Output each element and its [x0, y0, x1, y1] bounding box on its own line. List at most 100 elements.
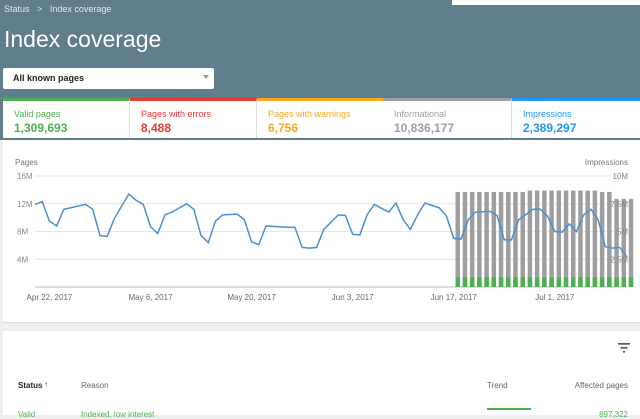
bar-pages [520, 191, 525, 287]
x-tick-label: Apr 22, 2017 [27, 293, 73, 302]
card-value: 6,756 [268, 121, 299, 135]
bar-pages [628, 198, 634, 287]
left-axis-label: Pages [15, 158, 38, 167]
right-tick-label: 2.5M [610, 255, 628, 264]
bar-pages [571, 190, 576, 287]
bar-valid-pages [549, 277, 554, 287]
bar-valid-pages [592, 277, 598, 287]
summary-cards: Valid pages 1,309,693 Pages with errors 8,… [3, 98, 640, 138]
bar-valid-pages [556, 277, 562, 287]
card-value: 10,836,177 [394, 121, 455, 135]
page-title: Index coverage [4, 26, 162, 52]
arrow-up-icon[interactable]: ↑ [44, 380, 48, 389]
bar-valid-pages [571, 277, 576, 287]
bar-pages [607, 191, 612, 287]
filter-icon[interactable] [618, 343, 630, 353]
bar-valid-pages [484, 277, 489, 287]
column-reason[interactable]: Reason [81, 381, 109, 390]
right-tick-label: 10M [612, 172, 628, 181]
bar-pages [599, 191, 605, 287]
bar-valid-pages [599, 277, 605, 287]
card-warnings[interactable]: Pages with warnings 6,756 [257, 98, 383, 138]
bar-valid-pages [469, 277, 475, 287]
bar-valid-pages [585, 277, 590, 287]
dropdown-value: All known pages [13, 73, 85, 83]
bar-pages [592, 190, 598, 287]
right-axis-label: Impressions [584, 158, 628, 167]
card-value: 1,309,693 [14, 121, 68, 135]
bar-valid-pages [477, 277, 482, 287]
chart-panel: Pages Impressions 16M 12M 8M 4M 10M 7.5M 5M 2.5… [3, 140, 640, 323]
card-value: 8,488 [141, 121, 172, 135]
bar-valid-pages [491, 277, 497, 287]
x-tick-label: Jun 3, 2017 [332, 293, 374, 302]
bar-pages [542, 190, 547, 287]
impressions-line [34, 192, 628, 258]
bar-valid-pages [534, 277, 540, 287]
bar-valid-pages [506, 277, 511, 287]
card-informational[interactable]: Informational 10,836,177 [383, 98, 512, 138]
left-tick-label: 4M [17, 255, 28, 264]
card-value: 2,389,297 [523, 121, 577, 135]
bar-pages [498, 191, 504, 287]
column-affected-pages[interactable]: Affected pages [574, 381, 628, 390]
x-tick-label: Jun 17, 2017 [431, 293, 478, 302]
bar-valid-pages [542, 277, 547, 287]
bar-pages [578, 190, 583, 287]
breadcrumb-status[interactable]: Status [4, 4, 30, 14]
card-label: Valid pages [14, 109, 61, 119]
column-status[interactable]: Status [18, 381, 43, 390]
bar-valid-pages [513, 277, 518, 287]
bar-valid-pages [520, 277, 525, 287]
bar-valid-pages [563, 277, 569, 287]
card-valid[interactable]: Valid pages 1,309,693 [3, 98, 130, 138]
coverage-chart[interactable]: 16M 12M 8M 4M 10M 7.5M 5M 2.5M Apr 22, 2017 May 6… [3, 140, 640, 323]
bar-pages [469, 191, 475, 287]
bar-pages [621, 198, 627, 287]
bar-valid-pages [455, 277, 460, 287]
bar-valid-pages [628, 277, 634, 287]
bar-pages [484, 191, 489, 287]
bar-pages [585, 190, 590, 287]
bar-pages [527, 190, 533, 287]
right-tick-label: 7.5M [610, 200, 628, 209]
search-input[interactable] [452, 0, 640, 5]
card-label: Impressions [523, 109, 572, 119]
bar-pages [556, 190, 562, 287]
x-tick-label: May 20, 2017 [227, 293, 276, 302]
bar-pages [462, 191, 468, 287]
card-errors[interactable]: Pages with errors 8,488 [130, 98, 257, 138]
bar-valid-pages [621, 277, 627, 287]
bar-pages [614, 198, 619, 287]
column-trend: Trend [487, 381, 508, 390]
card-impressions[interactable]: Impressions 2,389,297 [512, 98, 640, 138]
right-tick-label: 5M [617, 228, 628, 237]
breadcrumb: Status > Index coverage [4, 4, 111, 14]
left-tick-label: 12M [17, 200, 33, 209]
card-label: Pages with warnings [268, 109, 351, 119]
bar-pages [549, 190, 554, 287]
bar-pages [534, 190, 540, 287]
x-tick-label: Jul 1, 2017 [535, 293, 575, 302]
bar-valid-pages [498, 277, 504, 287]
bar-valid-pages [527, 277, 533, 287]
pages-filter-dropdown[interactable]: All known pages [3, 68, 214, 89]
dropdown-arrow-icon [203, 75, 209, 79]
bar-valid-pages [462, 277, 468, 287]
bar-valid-pages [578, 277, 583, 287]
table-panel: Status ↑ Reason Trend Affected pages Val… [3, 331, 640, 419]
bar-pages [563, 190, 569, 287]
x-tick-label: May 6, 2017 [128, 293, 173, 302]
breadcrumb-current: Index coverage [49, 4, 112, 14]
left-tick-label: 16M [17, 172, 33, 181]
left-tick-label: 8M [17, 228, 28, 237]
bar-valid-pages [614, 277, 619, 287]
breadcrumb-separator: > [37, 4, 43, 14]
card-label: Pages with errors [141, 109, 212, 119]
bar-pages [491, 191, 497, 287]
card-label: Informational [394, 109, 447, 119]
trend-sparkline [487, 408, 531, 410]
bar-pages [513, 191, 518, 287]
bar-valid-pages [607, 277, 612, 287]
bar-pages [477, 191, 482, 287]
